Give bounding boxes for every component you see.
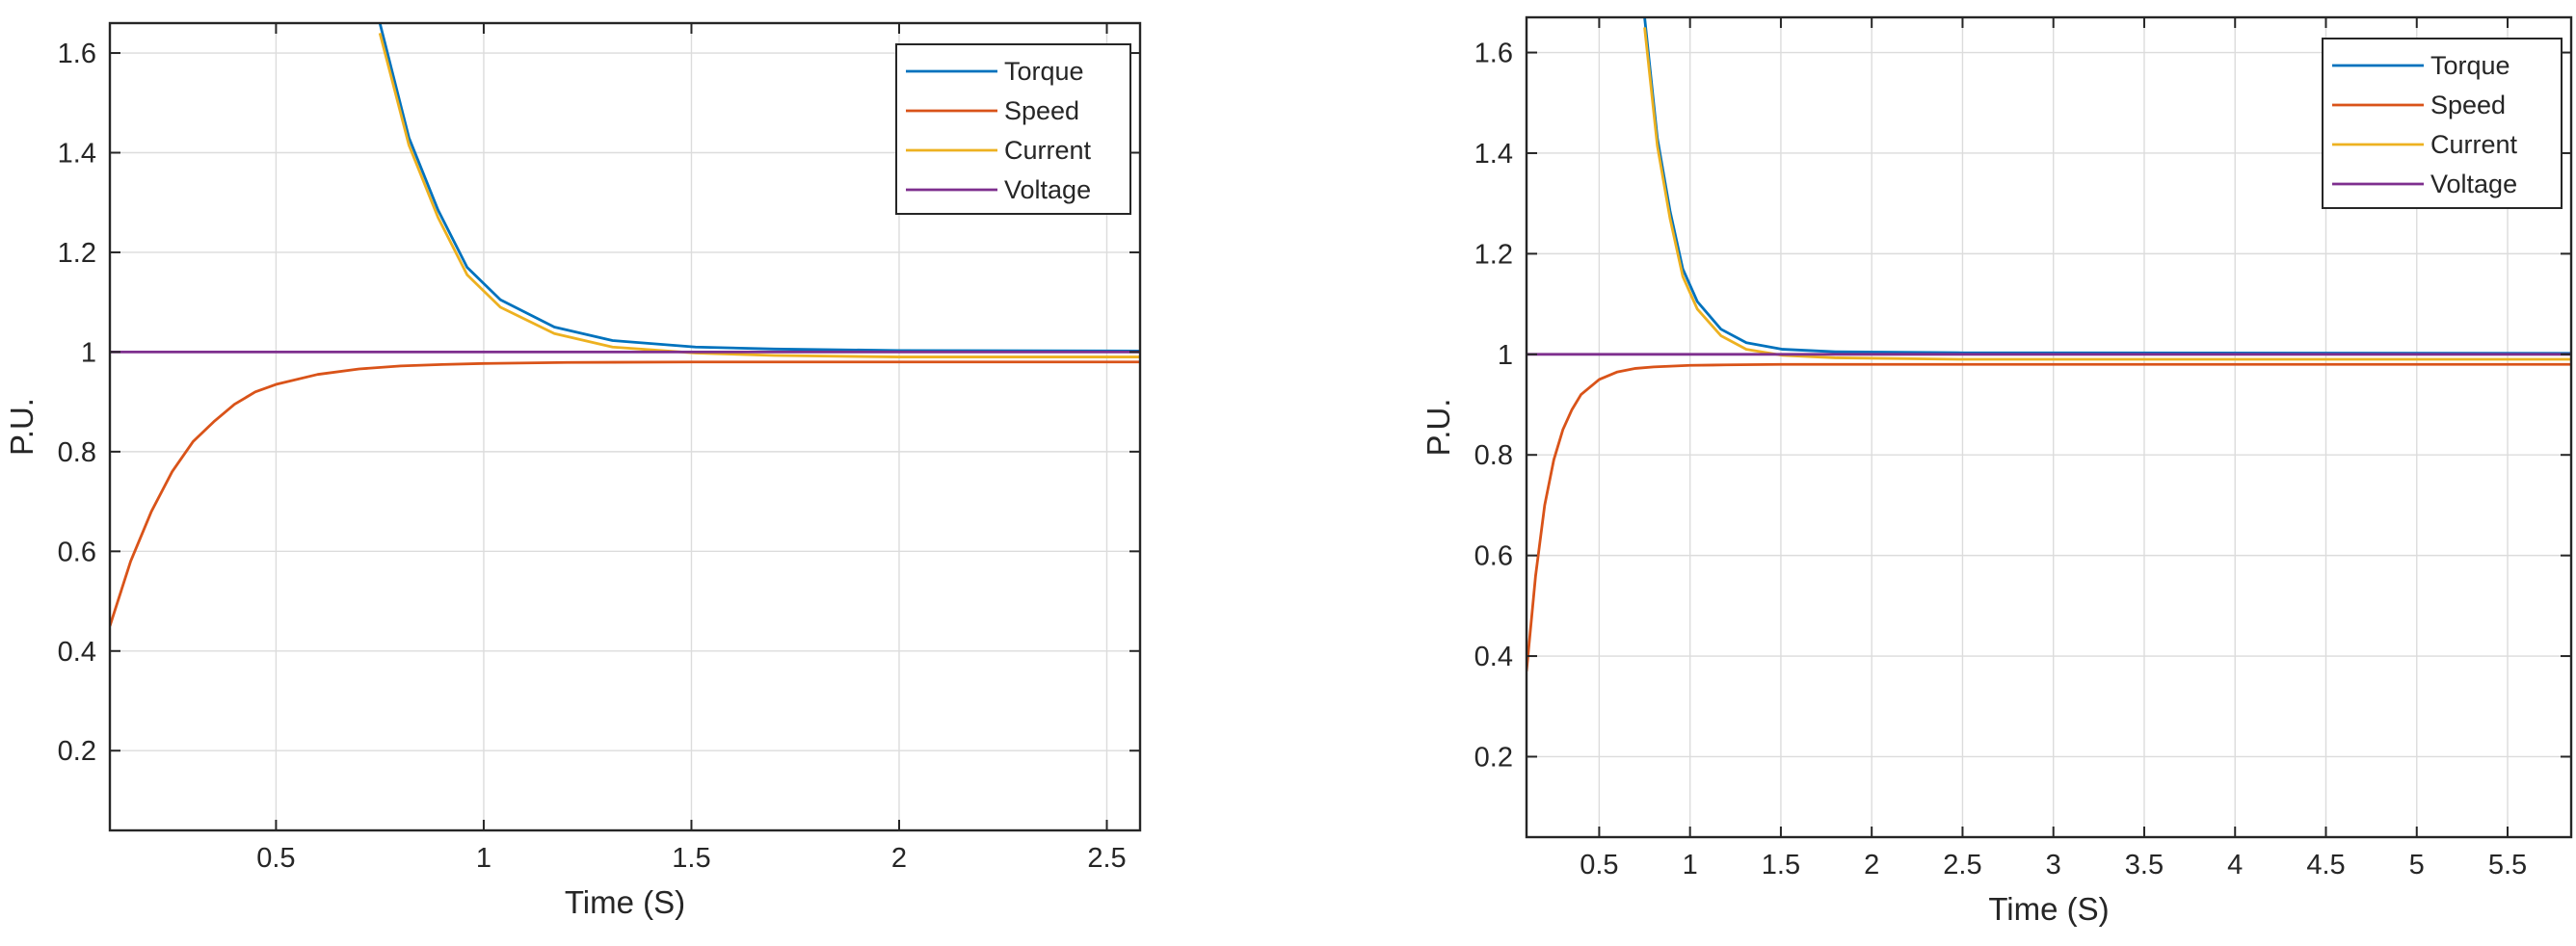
y-tick-label: 1.6 <box>1474 39 1513 69</box>
x-tick-label: 5.5 <box>2488 850 2527 880</box>
legend-label-voltage: Voltage <box>1004 175 1091 204</box>
series-line-speed <box>1527 362 2571 671</box>
y-tick-label: 1 <box>81 337 96 368</box>
legend: Torque Speed Current Voltage <box>2322 38 2563 209</box>
x-axis-label: Time (S) <box>565 884 685 920</box>
y-tick-label: 0.6 <box>1474 541 1513 572</box>
y-tick-label: 0.6 <box>58 537 96 567</box>
legend-label-current: Current <box>2430 130 2518 159</box>
x-tick-label: 3.5 <box>2125 850 2164 880</box>
x-tick-label: 1.5 <box>672 843 710 874</box>
y-tick-label: 1.4 <box>58 138 96 169</box>
legend-label-speed: Speed <box>1004 96 1079 125</box>
x-tick-label: 1 <box>1683 850 1698 880</box>
axes-box <box>108 21 1142 832</box>
y-axis-label: P.U. <box>1421 399 1456 457</box>
y-tick-label: 0.8 <box>58 437 96 468</box>
y-tick-label: 0.2 <box>1474 742 1513 773</box>
legend-label-current: Current <box>1004 136 1092 165</box>
series-line-speed <box>110 360 1140 627</box>
legend-label-speed: Speed <box>2430 91 2506 119</box>
series-group <box>110 23 1140 627</box>
x-tick-label: 4 <box>2227 850 2243 880</box>
x-tick-label: 1.5 <box>1762 850 1800 880</box>
y-tick-label: 1.6 <box>58 39 96 69</box>
x-tick-label: 2.5 <box>1943 850 1981 880</box>
legend-label-torque: Torque <box>1004 57 1084 86</box>
y-axis-label: P.U. <box>4 398 40 456</box>
y-tick-label: 0.4 <box>1474 642 1513 672</box>
x-tick-label: 1 <box>476 843 491 874</box>
legend-label-voltage: Voltage <box>2430 170 2517 198</box>
x-tick-label: 4.5 <box>2306 850 2345 880</box>
x-tick-label: 2.5 <box>1087 843 1126 874</box>
series-line-torque <box>378 23 1140 353</box>
legend: Torque Speed Current Voltage <box>895 43 1131 215</box>
y-tick-label: 1.2 <box>1474 239 1513 270</box>
axes-box <box>1525 15 2573 839</box>
legend-label-torque: Torque <box>2430 51 2510 80</box>
series-line-current <box>378 32 1140 358</box>
y-tick-label: 0.4 <box>58 637 96 668</box>
chart-left: 0.5 1 1.5 2 2.5 0.2 0.4 0.6 0.8 1 1.2 1.4 1.6 Time (S… <box>4 21 1142 920</box>
series-line-current <box>1643 27 2571 361</box>
x-tick-label: 0.5 <box>256 843 295 874</box>
x-tick-label: 5 <box>2409 850 2425 880</box>
chart-right: 0.5 1 1.5 2 2.5 3 3.5 4 4.5 5 5.5 0.2 0.4 0.6 0.8 1 1.2 1… <box>1421 15 2573 927</box>
series-group <box>1527 17 2571 671</box>
x-tick-label: 2 <box>891 843 907 874</box>
y-tick-label: 1.4 <box>1474 139 1513 170</box>
x-axis-label: Time (S) <box>1988 891 2109 927</box>
y-tick-label: 1.2 <box>58 238 96 269</box>
x-tick-label: 3 <box>2046 850 2061 880</box>
x-tick-label: 2 <box>1864 850 1879 880</box>
x-tick-label: 0.5 <box>1580 850 1618 880</box>
y-tick-label: 0.8 <box>1474 440 1513 471</box>
y-tick-label: 0.2 <box>58 736 96 767</box>
y-tick-label: 1 <box>1498 340 1513 371</box>
